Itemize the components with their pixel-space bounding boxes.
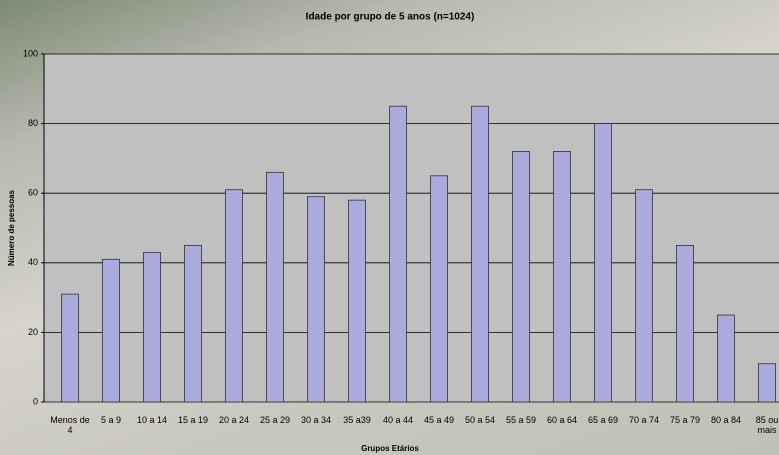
bar [61,293,79,403]
bar [184,244,202,403]
bar [717,314,735,403]
bar [635,189,653,403]
x-tick-label: 55 a 59 [505,415,537,425]
bar [266,171,284,403]
x-tick-label: 15 a 19 [177,415,209,425]
bar [758,363,776,403]
x-tick-label: Menos de 4 [50,415,90,435]
x-tick-label: 45 a 49 [423,415,455,425]
x-tick-label: 65 a 69 [587,415,619,425]
chart-title: Idade por grupo de 5 anos (n=1024) [306,12,475,23]
y-tick-label: 80 [28,118,38,128]
x-tick-label: 5 a 9 [100,415,122,425]
bar [471,105,489,403]
x-tick-label: 35 a39 [343,415,371,425]
x-tick-label: 10 a 14 [136,415,168,425]
bar [225,189,243,403]
bar [348,199,366,403]
plot-area [44,54,779,402]
x-tick-label: 25 a 29 [259,415,291,425]
y-tick-label: 40 [28,257,38,267]
x-tick-label: 80 a 84 [710,415,742,425]
x-axis-title: Grupos Etários [361,444,419,453]
bar [676,244,694,403]
bar [430,175,448,403]
bar [389,105,407,403]
y-tick-label: 0 [33,396,38,406]
y-tick-label: 20 [28,327,38,337]
bar [512,151,530,403]
y-tick-label: 60 [28,188,38,198]
y-tick-label: 100 [23,48,38,58]
x-tick-label: 20 a 24 [218,415,250,425]
y-axis-title: Número de pessoas [7,189,16,266]
x-tick-label: 60 a 64 [546,415,578,425]
bar [102,258,120,403]
bar [594,123,612,403]
x-tick-label: 50 a 54 [464,415,496,425]
x-tick-label: 30 a 34 [300,415,332,425]
x-tick-label: 70 a 74 [628,415,660,425]
x-tick-label: 40 a 44 [382,415,414,425]
bar [307,196,325,403]
x-tick-label: 85 ou mais [755,415,779,435]
bar [553,151,571,403]
bar [143,251,161,403]
x-tick-label: 75 a 79 [669,415,701,425]
